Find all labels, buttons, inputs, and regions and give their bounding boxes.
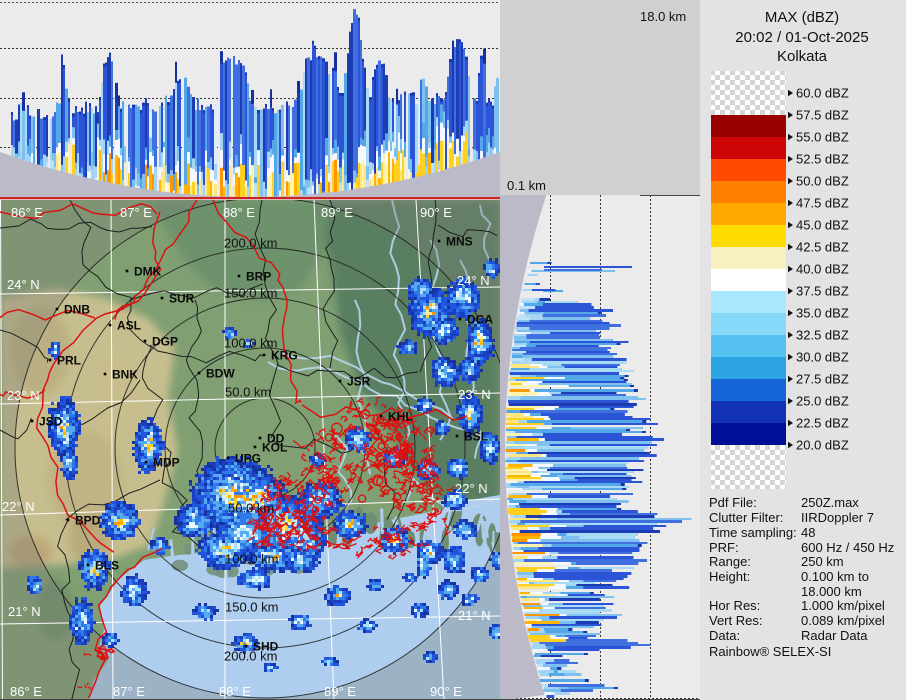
svg-text:30.0 dBZ: 30.0 dBZ <box>796 350 849 365</box>
svg-text:100.0 km: 100.0 km <box>225 552 278 567</box>
svg-text:MDP: MDP <box>153 456 180 470</box>
svg-text:JSR: JSR <box>347 375 371 389</box>
svg-text:24° N: 24° N <box>457 273 490 288</box>
svg-text:88° E: 88° E <box>219 684 251 699</box>
svg-text:0.1 km: 0.1 km <box>507 178 546 193</box>
svg-text:21° N: 21° N <box>8 604 41 619</box>
svg-text:20.0 dBZ: 20.0 dBZ <box>796 438 849 453</box>
svg-text:Vert Res:: Vert Res: <box>709 613 762 628</box>
svg-text:47.5 dBZ: 47.5 dBZ <box>796 196 849 211</box>
svg-text:KHL: KHL <box>388 410 413 424</box>
svg-text:0.100 km to: 0.100 km to <box>801 569 869 584</box>
svg-text:200.0 km: 200.0 km <box>224 649 277 664</box>
svg-text:DD: DD <box>267 432 285 446</box>
svg-text:87° E: 87° E <box>120 205 152 220</box>
svg-text:DNB: DNB <box>64 303 90 317</box>
svg-text:Kolkata: Kolkata <box>777 48 828 65</box>
svg-text:55.0 dBZ: 55.0 dBZ <box>796 130 849 145</box>
svg-text:40.0 dBZ: 40.0 dBZ <box>796 262 849 277</box>
svg-text:150.0 km: 150.0 km <box>224 286 277 301</box>
svg-text:BLS: BLS <box>95 559 119 573</box>
svg-text:600 Hz / 450 Hz: 600 Hz / 450 Hz <box>801 540 894 555</box>
svg-text:0.089 km/pixel: 0.089 km/pixel <box>801 613 885 628</box>
svg-text:27.5 dBZ: 27.5 dBZ <box>796 372 849 387</box>
svg-text:BNK: BNK <box>112 368 138 382</box>
svg-text:JSD: JSD <box>39 415 63 429</box>
svg-text:37.5 dBZ: 37.5 dBZ <box>796 284 849 299</box>
svg-text:KRG: KRG <box>271 349 298 363</box>
svg-text:Radar Data: Radar Data <box>801 628 868 643</box>
svg-text:DCA: DCA <box>467 313 493 327</box>
svg-text:23° N: 23° N <box>7 388 40 403</box>
svg-text:Height:: Height: <box>709 569 750 584</box>
svg-text:60.0 dBZ: 60.0 dBZ <box>796 86 849 101</box>
svg-text:250 km: 250 km <box>801 554 844 569</box>
svg-text:21° N: 21° N <box>458 608 491 623</box>
svg-text:35.0 dBZ: 35.0 dBZ <box>796 306 849 321</box>
svg-text:50.0 km: 50.0 km <box>225 385 271 400</box>
svg-text:UPG: UPG <box>235 452 261 466</box>
svg-text:Data:: Data: <box>709 628 740 643</box>
svg-text:90° E: 90° E <box>430 684 462 699</box>
svg-text:89° E: 89° E <box>324 684 356 699</box>
svg-text:42.5 dBZ: 42.5 dBZ <box>796 240 849 255</box>
svg-text:SHD: SHD <box>253 640 279 654</box>
svg-text:Hor Res:: Hor Res: <box>709 598 760 613</box>
svg-text:KOL: KOL <box>262 441 287 455</box>
svg-text:150.0 km: 150.0 km <box>225 600 278 615</box>
svg-text:50.0 km: 50.0 km <box>228 501 274 516</box>
svg-text:Time sampling:: Time sampling: <box>709 525 797 540</box>
svg-text:250Z.max: 250Z.max <box>801 495 859 510</box>
svg-text:86° E: 86° E <box>10 684 42 699</box>
svg-text:DMK: DMK <box>134 265 162 279</box>
svg-text:SUR: SUR <box>169 292 195 306</box>
svg-text:22° N: 22° N <box>455 481 488 496</box>
svg-text:24° N: 24° N <box>7 277 40 292</box>
svg-text:50.0 dBZ: 50.0 dBZ <box>796 174 849 189</box>
svg-text:200.0 km: 200.0 km <box>224 236 277 251</box>
svg-text:MNS: MNS <box>446 235 473 249</box>
svg-text:22.5 dBZ: 22.5 dBZ <box>796 416 849 431</box>
svg-text:Range:: Range: <box>709 554 751 569</box>
svg-text:PRF:: PRF: <box>709 540 739 555</box>
svg-text:32.5 dBZ: 32.5 dBZ <box>796 328 849 343</box>
svg-text:100.0 km: 100.0 km <box>224 336 277 351</box>
svg-text:Pdf File:: Pdf File: <box>709 495 757 510</box>
svg-text:BPD: BPD <box>75 514 101 528</box>
svg-text:87° E: 87° E <box>113 684 145 699</box>
svg-text:86° E: 86° E <box>11 205 43 220</box>
svg-text:DGP: DGP <box>152 335 178 349</box>
svg-text:89° E: 89° E <box>321 205 353 220</box>
svg-text:23° N: 23° N <box>458 387 491 402</box>
svg-text:18.0 km: 18.0 km <box>640 9 686 24</box>
svg-text:PRL: PRL <box>57 354 81 368</box>
svg-text:IIRDoppler 7: IIRDoppler 7 <box>801 510 874 525</box>
svg-text:18.000 km: 18.000 km <box>801 584 862 599</box>
svg-text:22° N: 22° N <box>2 499 35 514</box>
svg-text:20:02 / 01-Oct-2025: 20:02 / 01-Oct-2025 <box>735 29 868 46</box>
svg-text:57.5 dBZ: 57.5 dBZ <box>796 108 849 123</box>
svg-text:BSL: BSL <box>464 430 488 444</box>
svg-text:1.000 km/pixel: 1.000 km/pixel <box>801 598 885 613</box>
svg-text:BRP: BRP <box>246 270 271 284</box>
svg-text:ASL: ASL <box>117 319 141 333</box>
svg-text:88° E: 88° E <box>223 205 255 220</box>
svg-text:Clutter Filter:: Clutter Filter: <box>709 510 783 525</box>
svg-text:48: 48 <box>801 525 815 540</box>
svg-text:Rainbow® SELEX-SI: Rainbow® SELEX-SI <box>709 644 831 659</box>
svg-text:BDW: BDW <box>206 367 235 381</box>
svg-text:45.0 dBZ: 45.0 dBZ <box>796 218 849 233</box>
svg-text:90° E: 90° E <box>420 205 452 220</box>
svg-text:MAX (dBZ): MAX (dBZ) <box>765 9 839 26</box>
svg-text:52.5 dBZ: 52.5 dBZ <box>796 152 849 167</box>
svg-text:25.0 dBZ: 25.0 dBZ <box>796 394 849 409</box>
